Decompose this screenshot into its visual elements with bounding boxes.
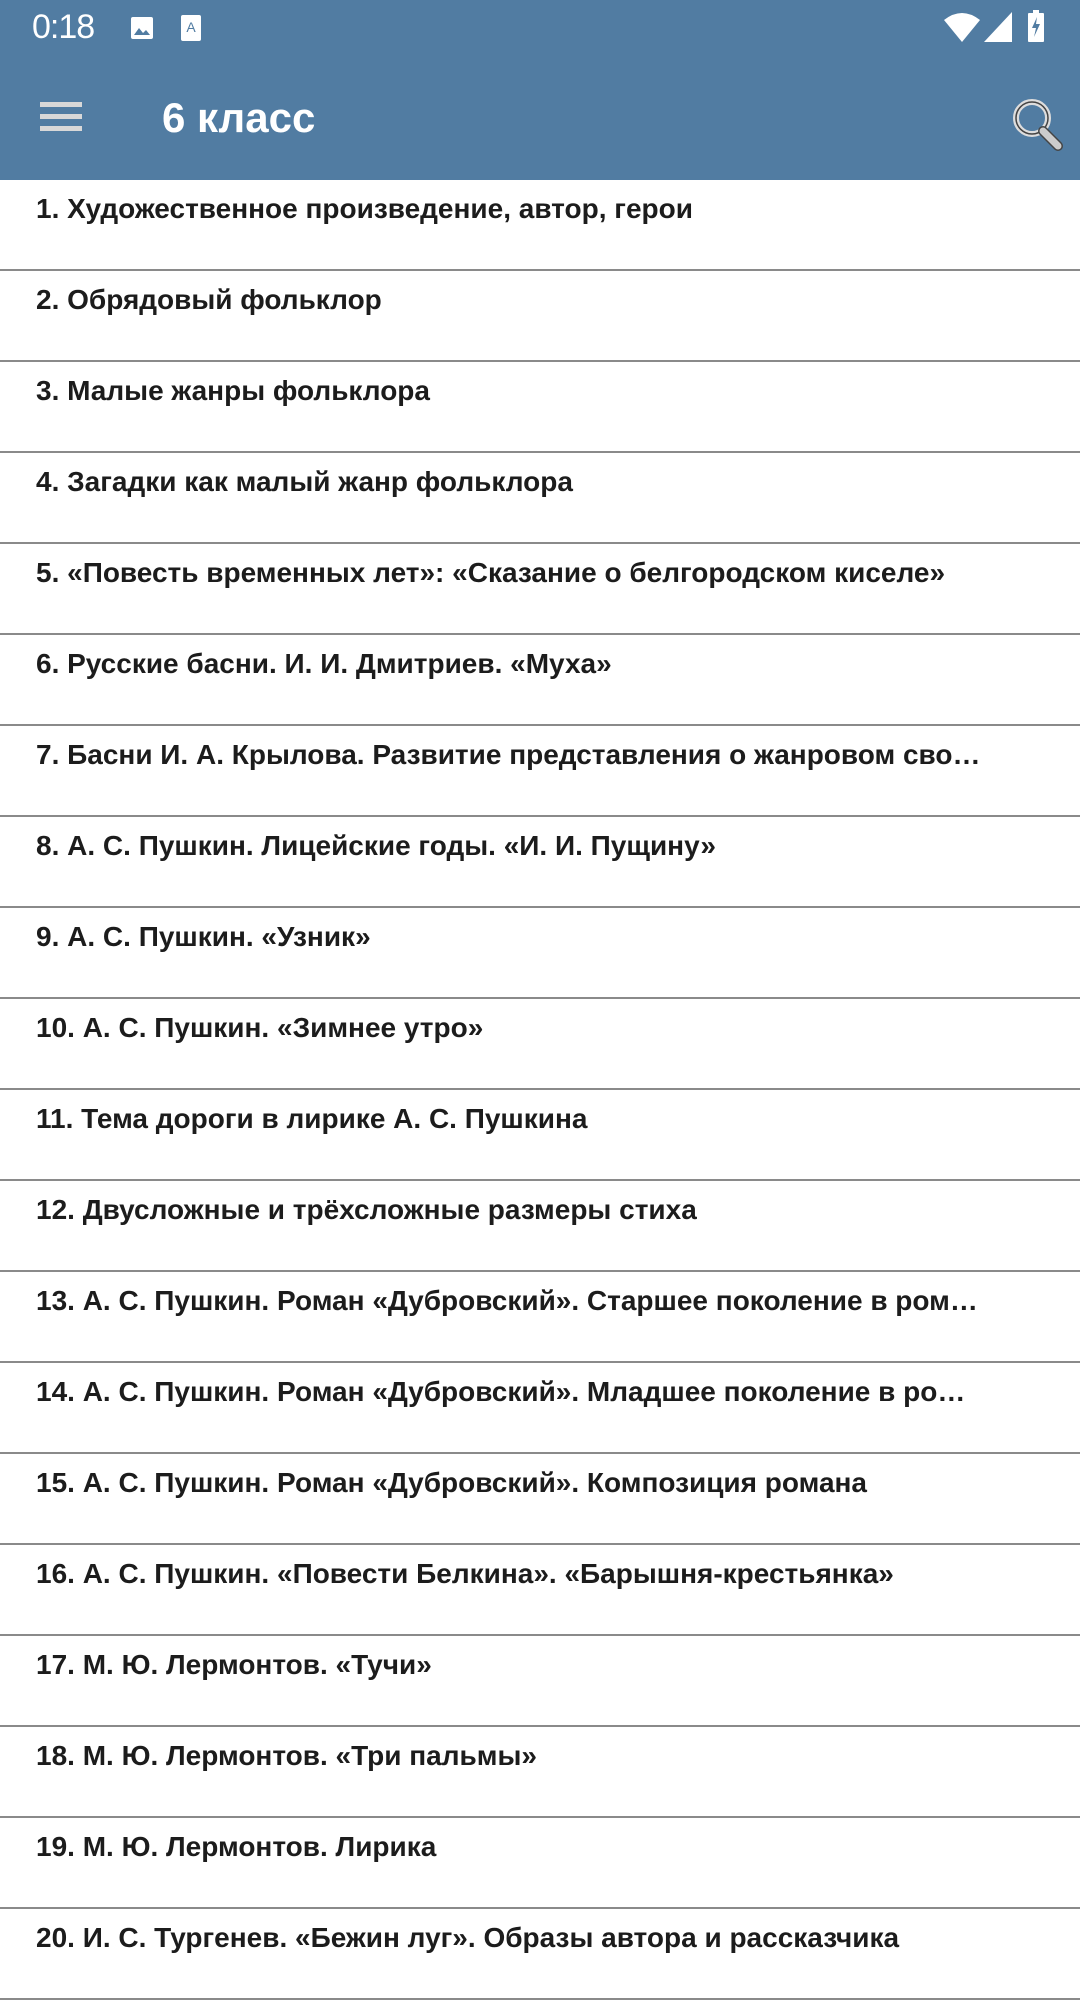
- list-item-label: 18. М. Ю. Лермонтов. «Три пальмы»: [36, 1740, 537, 1771]
- list-item[interactable]: 3. Малые жанры фольклора: [0, 362, 1080, 453]
- list-item-label: 13. А. С. Пушкин. Роман «Дубровский». Ст…: [36, 1285, 978, 1316]
- list-item-label: 3. Малые жанры фольклора: [36, 375, 430, 406]
- list-item[interactable]: 4. Загадки как малый жанр фольклора: [0, 453, 1080, 544]
- list-item-label: 4. Загадки как малый жанр фольклора: [36, 466, 573, 497]
- svg-text:A: A: [186, 19, 196, 35]
- battery-charging-icon: [1028, 10, 1044, 42]
- list-item[interactable]: 18. М. Ю. Лермонтов. «Три пальмы»: [0, 1727, 1080, 1818]
- list-item[interactable]: 19. М. Ю. Лермонтов. Лирика: [0, 1818, 1080, 1909]
- list-item-label: 7. Басни И. А. Крылова. Развитие предста…: [36, 739, 981, 770]
- list-item-label: 19. М. Ю. Лермонтов. Лирика: [36, 1831, 437, 1862]
- list-item-label: 1. Художественное произведение, автор, г…: [36, 193, 693, 224]
- font-icon: A: [181, 15, 201, 41]
- list-item-label: 12. Двусложные и трёхсложные размеры сти…: [36, 1194, 697, 1225]
- list-item[interactable]: 8. А. С. Пушкин. Лицейские годы. «И. И. …: [0, 817, 1080, 908]
- list-item-label: 5. «Повесть временных лет»: «Сказание о …: [36, 557, 946, 588]
- list-item[interactable]: 7. Басни И. А. Крылова. Развитие предста…: [0, 726, 1080, 817]
- status-time: 0:18: [32, 8, 95, 46]
- lesson-list: 1. Художественное произведение, автор, г…: [0, 180, 1080, 2000]
- list-item[interactable]: 1. Художественное произведение, автор, г…: [0, 180, 1080, 271]
- list-item-label: 2. Обрядовый фольклор: [36, 284, 382, 315]
- signal-icon: [984, 12, 1012, 42]
- wifi-icon: [944, 13, 980, 42]
- list-item[interactable]: 9. А. С. Пушкин. «Узник»: [0, 908, 1080, 999]
- list-item[interactable]: 15. А. С. Пушкин. Роман «Дубровский». Ко…: [0, 1454, 1080, 1545]
- list-item[interactable]: 5. «Повесть временных лет»: «Сказание о …: [0, 544, 1080, 635]
- list-item[interactable]: 11. Тема дороги в лирике А. С. Пушкина: [0, 1090, 1080, 1181]
- app-bar: 0:18 A 6 класс: [0, 0, 1080, 180]
- list-item[interactable]: 16. А. С. Пушкин. «Повести Белкина». «Ба…: [0, 1545, 1080, 1636]
- list-item-label: 8. А. С. Пушкин. Лицейские годы. «И. И. …: [36, 830, 716, 861]
- list-item-label: 11. Тема дороги в лирике А. С. Пушкина: [36, 1103, 588, 1134]
- list-item[interactable]: 20. И. С. Тургенев. «Бежин луг». Образы …: [0, 1909, 1080, 2000]
- list-item-label: 10. А. С. Пушкин. «Зимнее утро»: [36, 1012, 484, 1043]
- list-item-label: 14. А. С. Пушкин. Роман «Дубровский». Мл…: [36, 1376, 966, 1407]
- page-title: 6 класс: [162, 94, 316, 141]
- list-item[interactable]: 14. А. С. Пушкин. Роман «Дубровский». Мл…: [0, 1363, 1080, 1454]
- list-item-label: 16. А. С. Пушкин. «Повести Белкина». «Ба…: [36, 1558, 894, 1589]
- list-item-label: 17. М. Ю. Лермонтов. «Тучи»: [36, 1649, 432, 1680]
- search-icon[interactable]: [1010, 96, 1066, 152]
- list-item[interactable]: 12. Двусложные и трёхсложные размеры сти…: [0, 1181, 1080, 1272]
- list-item-label: 9. А. С. Пушкин. «Узник»: [36, 921, 371, 952]
- list-item-label: 20. И. С. Тургенев. «Бежин луг». Образы …: [36, 1922, 900, 1953]
- status-bar: 0:18 A: [0, 0, 1080, 56]
- image-icon: [131, 17, 153, 39]
- list-item[interactable]: 2. Обрядовый фольклор: [0, 271, 1080, 362]
- list-item[interactable]: 10. А. С. Пушкин. «Зимнее утро»: [0, 999, 1080, 1090]
- list-item[interactable]: 13. А. С. Пушкин. Роман «Дубровский». Ст…: [0, 1272, 1080, 1363]
- list-item-label: 6. Русские басни. И. И. Дмитриев. «Муха»: [36, 648, 612, 679]
- list-item[interactable]: 17. М. Ю. Лермонтов. «Тучи»: [0, 1636, 1080, 1727]
- list-item[interactable]: 6. Русские басни. И. И. Дмитриев. «Муха»: [0, 635, 1080, 726]
- list-item-label: 15. А. С. Пушкин. Роман «Дубровский». Ко…: [36, 1467, 868, 1498]
- hamburger-icon[interactable]: [40, 102, 84, 132]
